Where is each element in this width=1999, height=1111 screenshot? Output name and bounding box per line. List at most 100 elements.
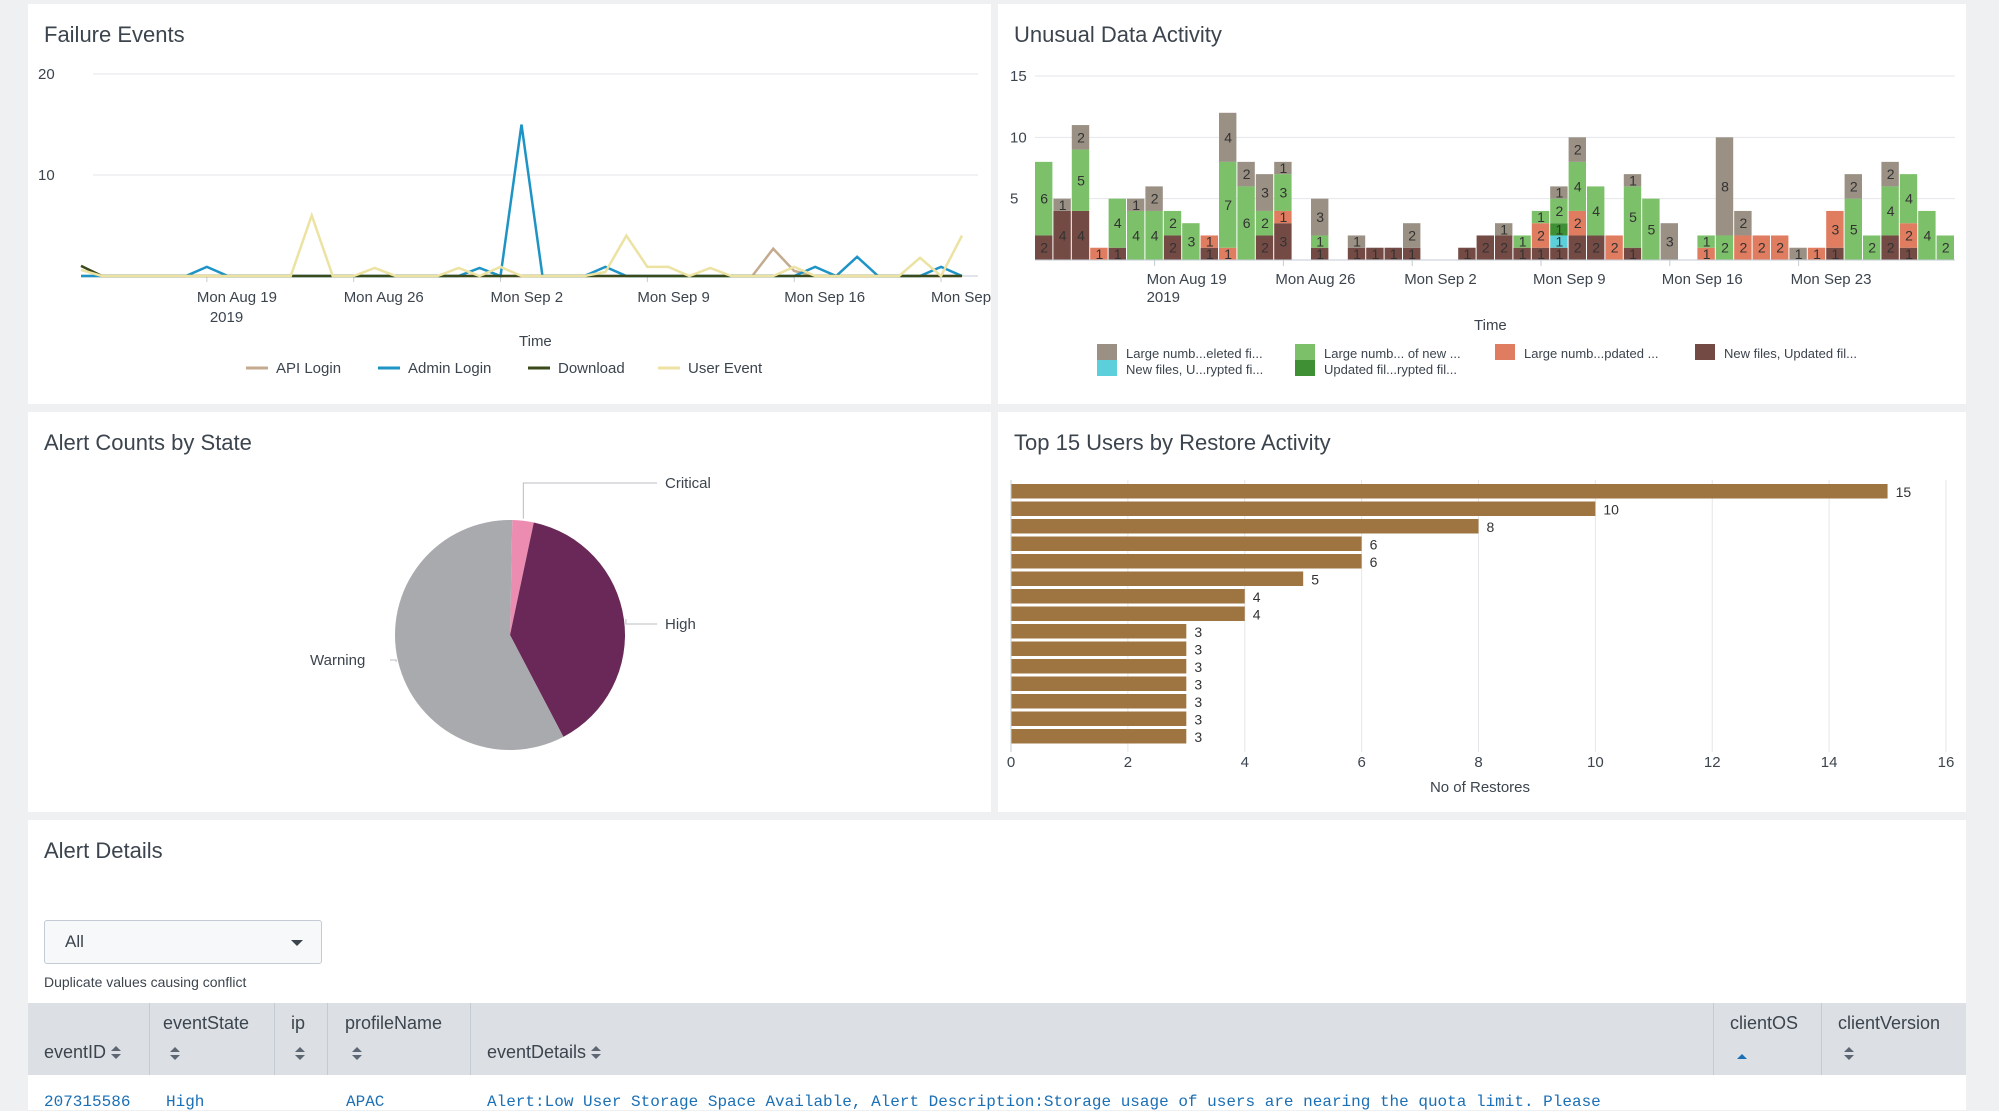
- bar-segment: [1807, 247, 1826, 260]
- legend-label: API Login: [276, 360, 341, 377]
- legend-label: Large numb...pdated ...: [1524, 346, 1658, 361]
- pie-label: Critical: [665, 475, 711, 492]
- bar-segment: [1127, 198, 1145, 211]
- column-header-eventdetails[interactable]: eventDetails: [471, 1003, 1714, 1075]
- x-axis-label: No of Restores: [1430, 779, 1530, 796]
- bar-segment: [1587, 235, 1605, 260]
- x-tick-label: Mon Sep 23: [931, 289, 991, 306]
- bar-label: 3: [1194, 624, 1202, 640]
- bar-label: 2: [1261, 240, 1269, 256]
- bar-label: 4: [1887, 203, 1895, 219]
- bar-segment: [1881, 186, 1899, 236]
- column-header-eventstate[interactable]: eventState: [150, 1003, 275, 1075]
- x-tick-sublabel: 2019: [1147, 289, 1180, 306]
- bar-label: 2: [1721, 240, 1729, 256]
- cell-profilename[interactable]: APAC: [346, 1093, 385, 1111]
- x-axis-label: Time: [1474, 317, 1507, 334]
- bar-segment: [1697, 247, 1715, 260]
- column-header-clientos[interactable]: clientOS: [1714, 1003, 1822, 1075]
- x-tick-label: Mon Aug 19: [1147, 271, 1227, 288]
- bar-label: 1: [1224, 246, 1232, 262]
- bar-label: 8: [1487, 519, 1495, 535]
- bar-label: 1: [1353, 246, 1361, 262]
- bar-segment: [1531, 247, 1550, 260]
- bar-label: 1: [1280, 209, 1288, 225]
- bar: [1011, 641, 1187, 656]
- pie-label: High: [665, 616, 696, 633]
- bar-segment: [1035, 161, 1053, 236]
- legend-swatch: [1295, 360, 1315, 376]
- pie-leader-line: [625, 619, 657, 625]
- top-users-panel: Top 15 Users by Restore Activity 0 2 4 6 8 10…: [998, 412, 1966, 812]
- bar-label: 3: [1194, 642, 1202, 658]
- legend-label: New files, Updated fil...: [1724, 346, 1857, 361]
- bar-segment: [1826, 247, 1844, 260]
- column-header-profilename[interactable]: profileName: [328, 1003, 471, 1075]
- bar-label: 1: [1813, 246, 1821, 262]
- bar-segment: [1531, 223, 1550, 248]
- bar-segment: [1734, 210, 1752, 236]
- bar-label: 5: [1311, 572, 1319, 588]
- bar-label: 4: [1905, 191, 1913, 207]
- bar-label: 3: [1194, 694, 1202, 710]
- cell-eventdetails[interactable]: Alert:Low User Storage Space Available, …: [487, 1093, 1601, 1111]
- y-tick-label: 15: [1010, 68, 1027, 85]
- bar-label: 2: [1408, 227, 1416, 243]
- x-tick-label: 0: [1007, 754, 1015, 771]
- bar-segment: [1071, 210, 1090, 260]
- filter-dropdown[interactable]: All: [44, 920, 322, 964]
- bar-label: 3: [1261, 185, 1269, 201]
- column-header-eventid[interactable]: eventID: [28, 1003, 150, 1075]
- pie-leader-line: [522, 482, 657, 519]
- bar-label: 2: [1482, 240, 1490, 256]
- bar-label: 3: [1280, 185, 1288, 201]
- bar-segment: [1899, 247, 1918, 260]
- bar-segment: [1715, 235, 1734, 260]
- bar-segment: [1642, 198, 1660, 260]
- bar-segment: [1899, 174, 1918, 224]
- bar-label: 4: [1077, 227, 1085, 243]
- sort-ascending-icon: [1737, 1054, 1747, 1060]
- bar-label: 1: [1629, 246, 1637, 262]
- legend-swatch: [1695, 344, 1715, 360]
- bar-label: 3: [1194, 729, 1202, 745]
- bar-segment: [1237, 186, 1255, 260]
- bar-segment: [1145, 210, 1163, 260]
- column-label-clientos: clientOS: [1730, 1013, 1799, 1033]
- x-tick-label: Mon Aug 19: [197, 289, 277, 306]
- dropdown-help-text: Duplicate values causing conflict: [44, 974, 247, 990]
- cell-eventstate[interactable]: High: [166, 1093, 205, 1111]
- x-tick-label: Mon Sep 2: [491, 289, 564, 306]
- bar-segment: [1899, 223, 1918, 248]
- legend-swatch: [1295, 344, 1315, 360]
- bar-segment: [1513, 235, 1531, 248]
- bar-segment: [1863, 235, 1881, 260]
- table-header: eventID eventState ip profileName eventD…: [28, 1003, 1966, 1075]
- bar-segment: [1145, 186, 1163, 211]
- x-tick-label: Mon Sep 9: [1533, 271, 1606, 288]
- bar-segment: [1237, 161, 1255, 187]
- bar-label: 3: [1832, 221, 1840, 237]
- cell-eventid[interactable]: 207315586: [44, 1093, 131, 1111]
- chevron-down-icon: [291, 940, 303, 946]
- alert-counts-panel: Alert Counts by State Critical High Warnin…: [28, 412, 991, 812]
- bar-label: 2: [1574, 240, 1582, 256]
- column-header-clientversion[interactable]: clientVersion: [1822, 1003, 1966, 1075]
- bar-label: 2: [1151, 191, 1159, 207]
- bar-label: 15: [1896, 484, 1912, 500]
- bar-label: 4: [1151, 227, 1159, 243]
- bar-label: 6: [1040, 191, 1048, 207]
- legend-label: Admin Login: [408, 360, 491, 377]
- pie-label: Warning: [310, 652, 365, 669]
- column-header-ip[interactable]: ip: [275, 1003, 328, 1075]
- bar-segment: [1458, 247, 1476, 260]
- bar-label: 1: [1280, 160, 1288, 176]
- bar-segment: [1219, 112, 1237, 162]
- x-tick-label: Mon Aug 26: [1275, 271, 1355, 288]
- pie-slice: [394, 520, 564, 750]
- bar: [1011, 694, 1187, 709]
- bar-label: 2: [1887, 166, 1895, 182]
- bar-segment: [1255, 235, 1274, 260]
- bar-label: 1: [1703, 234, 1711, 250]
